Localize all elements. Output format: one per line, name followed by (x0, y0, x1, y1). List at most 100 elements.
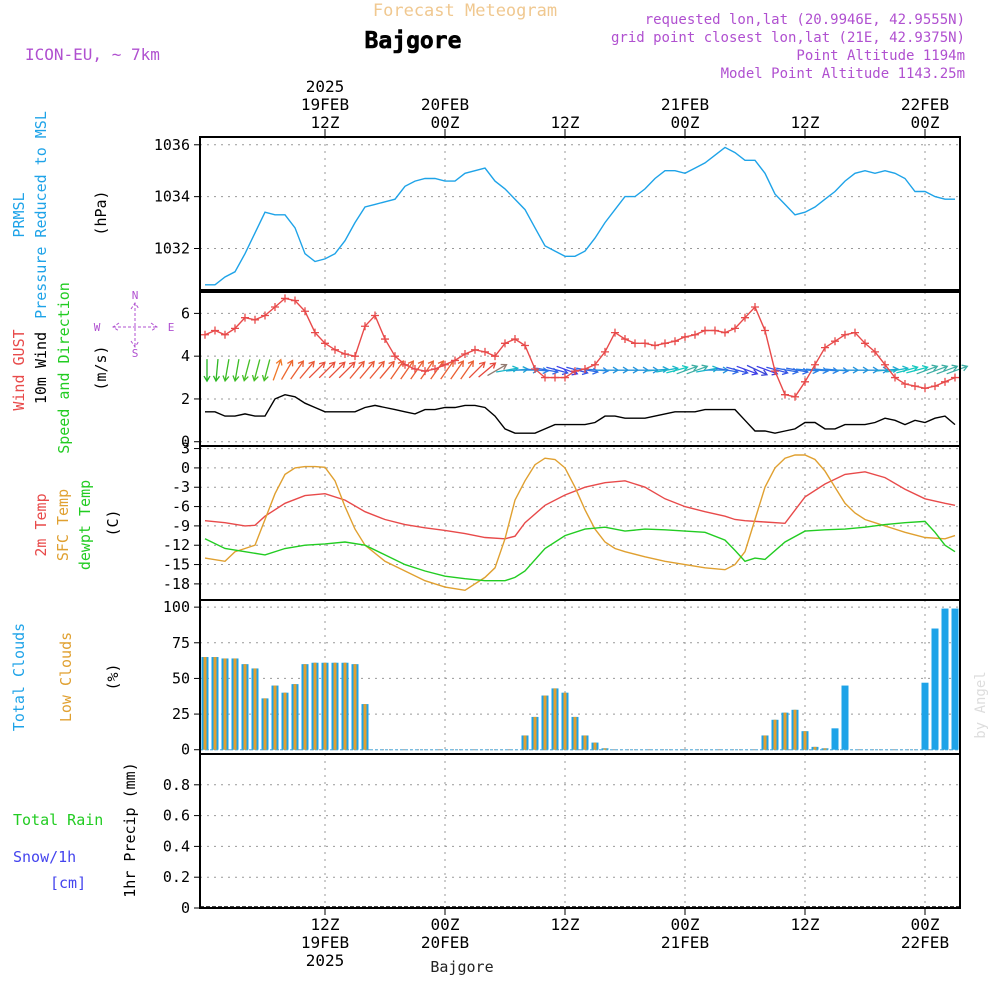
gust-marker (281, 294, 289, 303)
wind-arrow-head (348, 361, 356, 369)
bottom-time-label: 12Z (551, 915, 580, 934)
low-cloud-bar (243, 664, 247, 750)
wind-arrow-head (478, 361, 486, 369)
wind-direction-arrow (222, 359, 230, 383)
clouds-unit: (%) (104, 663, 122, 690)
wind-unit: (m/s) (92, 345, 110, 390)
wind-arrow-head (542, 367, 550, 375)
low-cloud-bar (523, 735, 527, 750)
snow-label: Snow/1h (13, 848, 76, 866)
compass-n: N (132, 289, 139, 302)
low-cloud-bar (593, 742, 597, 750)
wind-arrow-head (602, 367, 610, 375)
text-layer: Forecast Meteogram Bajgore ICON-EU, ~ 7k… (25, 1, 989, 976)
low-cloud-bar (343, 662, 347, 750)
gust-marker (811, 360, 819, 369)
gust-marker (401, 360, 409, 369)
gust-marker (491, 352, 499, 361)
y-tick-label: 25 (172, 705, 190, 723)
wind-arrow-head (232, 375, 240, 383)
gust-marker (931, 382, 939, 391)
wind-arrow-shaft (756, 365, 778, 375)
panel-frame-temp (199, 445, 961, 601)
wind-arrow-shaft (243, 359, 251, 381)
wind-arrow-shaft (666, 366, 688, 374)
y-tick-label: -6 (172, 498, 190, 516)
wind-arrow-shaft (299, 361, 315, 379)
wind-arrow-head (832, 367, 840, 375)
wind-arrow-shaft (536, 367, 558, 373)
gust-marker (321, 339, 329, 348)
top-time-label: 19FEB (301, 95, 349, 114)
wind-arrow-head (662, 366, 670, 374)
wind-arrow-head (338, 361, 346, 369)
watermark: by Angel (973, 671, 989, 738)
gust-marker (341, 350, 349, 359)
wind-arrow-head (681, 364, 689, 372)
wind-direction-arrow (241, 359, 251, 382)
wind-arrow-head (241, 374, 249, 382)
gust-marker (891, 373, 899, 382)
gust-marker (521, 341, 529, 350)
gust-marker (771, 367, 779, 376)
low-cloud-bar (273, 685, 277, 750)
wind-arrow-head (892, 366, 900, 374)
grid-layer (200, 137, 960, 909)
wind-direction-arrow (359, 360, 375, 379)
y-tick-label: 3 (181, 440, 190, 458)
wind-arrow-shaft (290, 360, 304, 380)
y-tick-label: 1034 (154, 188, 190, 206)
low-cloud-bar (803, 731, 807, 750)
wind-direction-arrow (261, 359, 271, 382)
gust-marker (381, 335, 389, 344)
dewpt-label: dewpt Temp (76, 480, 94, 570)
gust-marker (481, 347, 489, 356)
panel-frame-pressure (199, 136, 961, 291)
low-cloud-bar (233, 658, 237, 750)
gust-marker (291, 296, 299, 305)
wind-arrow-head (251, 374, 259, 382)
wind-direction-arrow (450, 360, 465, 380)
wind-arrow-shaft (263, 359, 271, 381)
low-cloud-bar (303, 664, 307, 750)
wind-direction-arrow (349, 360, 365, 379)
gust-marker (671, 337, 679, 346)
compass-e: E (168, 321, 175, 334)
wind-arrow-shaft (896, 366, 918, 374)
low-clouds-label: Low Clouds (57, 632, 75, 722)
frame-layer (199, 136, 961, 909)
total-cloud-bar (831, 728, 839, 750)
y-tick-label: 0.2 (163, 868, 190, 886)
wind-speed-line (205, 393, 956, 434)
wind-direction-arrow (232, 359, 240, 383)
wind-direction-arrow (299, 360, 315, 379)
top-time-label: 22FEB (901, 95, 949, 114)
gust-marker (461, 350, 469, 359)
gust-marker (861, 339, 869, 348)
wind-direction-arrow (906, 364, 929, 374)
wind-arrow-shaft (440, 360, 454, 380)
y-tick-label: -3 (172, 478, 190, 496)
y-tick-label: -18 (163, 575, 190, 593)
low-cloud-bar (573, 716, 577, 750)
wind-arrow-head (297, 360, 305, 367)
wind-arrow-shaft (926, 365, 948, 375)
gust-marker (411, 365, 419, 373)
bottom-time-label: 12Z (311, 915, 340, 934)
wind-arrow-head (941, 364, 949, 372)
point-altitude: Point Altitude 1194m (796, 48, 965, 64)
gust-marker (781, 390, 789, 399)
wind-arrow-shaft (338, 361, 356, 379)
gust-marker (211, 326, 219, 335)
wind-arrow-head (212, 375, 221, 383)
wind-direction-arrow (875, 366, 900, 374)
wind-arrow-shaft (656, 367, 678, 373)
low-cloud-bar (333, 662, 337, 750)
gust-marker (311, 328, 319, 337)
gust-marker (651, 341, 659, 350)
low-cloud-bar (313, 662, 317, 750)
low-cloud-bar (213, 657, 217, 750)
wind-gust-label: Wind GUST (10, 329, 28, 410)
wind-direction-arrow (487, 363, 508, 377)
wind-arrow-head (741, 368, 749, 376)
